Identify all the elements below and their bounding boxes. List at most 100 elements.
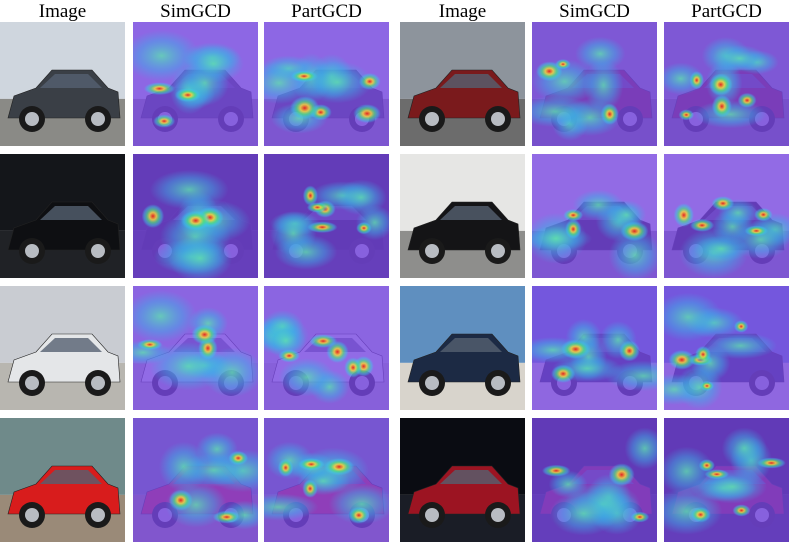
cell-content xyxy=(133,154,258,278)
image-cell xyxy=(400,418,525,542)
heat-spot xyxy=(737,92,757,108)
cell-content xyxy=(664,22,789,146)
heat-glow xyxy=(604,360,657,392)
heat-spot xyxy=(668,349,696,370)
car-window xyxy=(440,338,502,352)
image-grid xyxy=(0,22,789,542)
cell-content xyxy=(264,418,389,542)
cell-content xyxy=(664,154,789,278)
heat-spot xyxy=(306,202,328,213)
cell-content xyxy=(664,286,789,410)
car-window xyxy=(40,74,102,88)
heat-spot xyxy=(711,196,735,211)
rim xyxy=(91,376,105,390)
cell-content xyxy=(400,154,525,278)
heat-spot xyxy=(290,70,318,83)
heat-spot xyxy=(212,510,241,524)
heat-glow xyxy=(583,59,624,111)
heat-glow xyxy=(624,427,657,470)
image-cell xyxy=(0,154,125,278)
heat-spot xyxy=(608,463,635,487)
heat-spot xyxy=(565,219,582,240)
heat-spot xyxy=(168,489,193,511)
heat-spot xyxy=(673,203,694,227)
heat-glow xyxy=(675,365,723,410)
heat-spot xyxy=(754,207,773,222)
heat-spot xyxy=(298,458,325,471)
car-window xyxy=(440,470,502,484)
image-cell xyxy=(400,286,525,410)
heat-spot xyxy=(307,221,338,233)
heat-spot xyxy=(732,504,751,517)
heat-spot xyxy=(344,357,362,378)
rim xyxy=(491,244,505,258)
rim xyxy=(25,112,39,126)
rim xyxy=(25,376,39,390)
heatmap-cell xyxy=(133,286,258,410)
heat-spot xyxy=(228,450,249,466)
cell-content xyxy=(133,418,258,542)
car-window xyxy=(40,206,102,220)
heat-glow xyxy=(264,493,319,521)
heatmap-cell xyxy=(264,418,389,542)
rim xyxy=(91,508,105,522)
heat-spot xyxy=(348,506,370,524)
cell-content xyxy=(400,418,525,542)
heat-spot xyxy=(277,458,294,477)
cell-content xyxy=(664,418,789,542)
column-headers: Image SimGCD PartGCD Image SimGCD PartGCD xyxy=(39,1,762,22)
heat-glow xyxy=(693,235,749,262)
heat-glow xyxy=(278,358,335,397)
rim xyxy=(491,508,505,522)
heat-spot xyxy=(698,459,715,472)
column-header: Image xyxy=(439,1,486,22)
heat-spot xyxy=(356,221,372,235)
heat-glow xyxy=(274,234,338,270)
heat-glow xyxy=(158,441,209,492)
heat-spot xyxy=(143,82,176,95)
heatmap-cell xyxy=(133,154,258,278)
heat-glow xyxy=(664,292,723,342)
heatmap-cell xyxy=(532,286,657,410)
column-header: SimGCD xyxy=(160,1,231,22)
heat-spot xyxy=(690,506,711,523)
heat-glow xyxy=(201,347,258,398)
heat-spot xyxy=(695,345,711,363)
heat-spot xyxy=(699,380,715,392)
column-header: PartGCD xyxy=(691,1,762,22)
heat-spot xyxy=(141,204,165,229)
cell-content xyxy=(400,286,525,410)
heat-spot xyxy=(689,71,704,90)
rim xyxy=(91,112,105,126)
heat-spot xyxy=(289,96,320,120)
heat-glow xyxy=(149,169,229,210)
heat-spot xyxy=(689,218,715,232)
cell-content xyxy=(133,22,258,146)
heat-spot xyxy=(278,349,300,363)
car-window xyxy=(40,338,102,352)
column-header: Image xyxy=(39,1,86,22)
cell-content xyxy=(133,286,258,410)
car-window xyxy=(440,206,502,220)
heat-spot xyxy=(678,109,695,121)
image-cell xyxy=(0,22,125,146)
cell-content xyxy=(264,154,389,278)
heat-spot xyxy=(541,464,571,477)
heat-spot xyxy=(734,320,749,333)
heatmap-cell xyxy=(532,154,657,278)
image-cell xyxy=(400,154,525,278)
heat-spot xyxy=(153,114,176,128)
column-header: PartGCD xyxy=(291,1,362,22)
heat-spot xyxy=(550,364,576,383)
heatmap-cell xyxy=(664,286,789,410)
heat-spot xyxy=(756,457,786,469)
cell-content xyxy=(532,154,657,278)
rim xyxy=(425,244,439,258)
heat-spot xyxy=(180,210,211,231)
cell-content xyxy=(0,418,125,542)
image-cell xyxy=(0,418,125,542)
cell-content xyxy=(0,22,125,146)
heat-spot xyxy=(708,73,733,96)
cell-content xyxy=(264,286,389,410)
heatmap-cell xyxy=(532,418,657,542)
